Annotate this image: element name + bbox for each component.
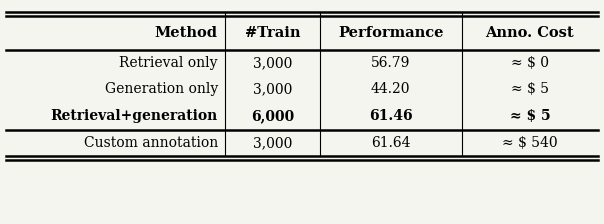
Text: Retrieval+generation: Retrieval+generation: [51, 109, 218, 123]
Text: 3,000: 3,000: [252, 136, 292, 150]
Text: 44.20: 44.20: [371, 82, 411, 96]
Text: ≈ $ 5: ≈ $ 5: [511, 82, 549, 96]
Text: 61.64: 61.64: [371, 136, 411, 150]
Text: 6,000: 6,000: [251, 109, 294, 123]
Text: ≈ $ 5: ≈ $ 5: [510, 109, 550, 123]
Text: #Train: #Train: [245, 26, 300, 40]
Text: Generation only: Generation only: [104, 82, 218, 96]
Text: 61.46: 61.46: [369, 109, 413, 123]
Text: Anno. Cost: Anno. Cost: [486, 26, 574, 40]
Text: ≈ $ 540: ≈ $ 540: [502, 136, 557, 150]
Text: Method: Method: [155, 26, 218, 40]
Text: 3,000: 3,000: [252, 56, 292, 70]
Text: 56.79: 56.79: [371, 56, 411, 70]
Text: Retrieval only: Retrieval only: [120, 56, 218, 70]
Text: ≈ $ 0: ≈ $ 0: [511, 56, 549, 70]
Text: Performance: Performance: [338, 26, 443, 40]
Text: Custom annotation: Custom annotation: [83, 136, 218, 150]
Text: 3,000: 3,000: [252, 82, 292, 96]
